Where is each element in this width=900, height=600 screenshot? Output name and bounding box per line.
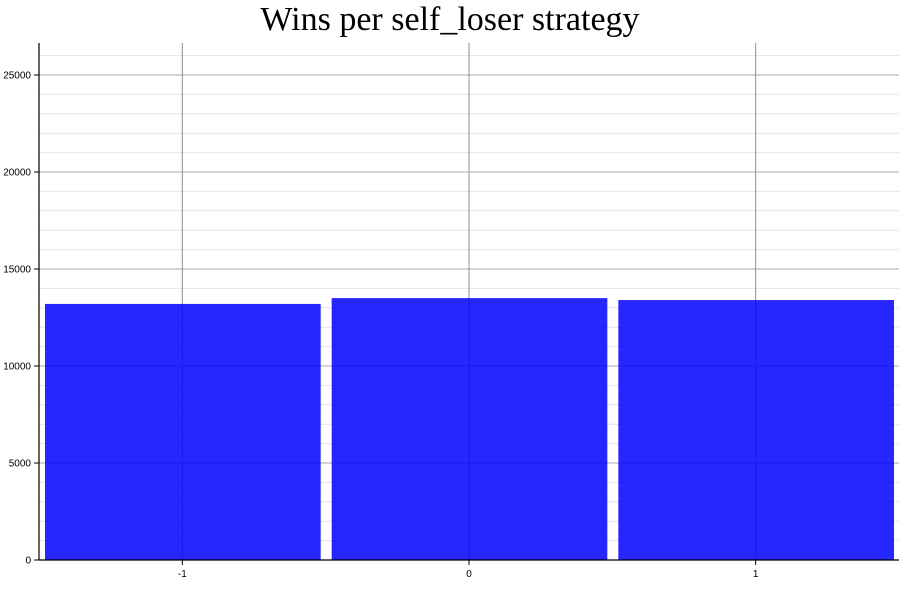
y-tick-label: 5000 <box>9 459 32 470</box>
bar-0 <box>331 298 608 560</box>
y-tick-label: 10000 <box>3 362 31 373</box>
x-tick-label: -1 <box>178 569 187 580</box>
y-tick-label: 20000 <box>3 168 31 179</box>
x-tick-label: 0 <box>466 569 472 580</box>
y-tick-label: 15000 <box>3 265 31 276</box>
x-tick-label: 1 <box>753 569 759 580</box>
bar--1 <box>45 303 321 560</box>
bar-1 <box>618 300 894 560</box>
y-tick-label: 0 <box>25 556 31 567</box>
y-tick-label: 25000 <box>3 71 31 82</box>
chart-title: Wins per self_loser strategy <box>260 1 640 38</box>
